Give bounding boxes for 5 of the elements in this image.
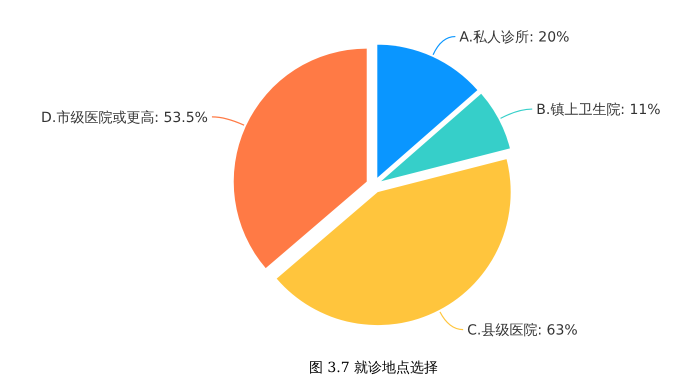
slice-label: A.私人诊所: 20% (459, 30, 570, 46)
text: 图 3.7 就诊地点选择 (308, 360, 438, 376)
slice-label: C.县级医院: 63% (467, 322, 578, 339)
slice-label: D.市级医院或更高: 53.5% (41, 110, 208, 126)
slice-label: B.镇上卫生院: 11% (536, 102, 661, 118)
